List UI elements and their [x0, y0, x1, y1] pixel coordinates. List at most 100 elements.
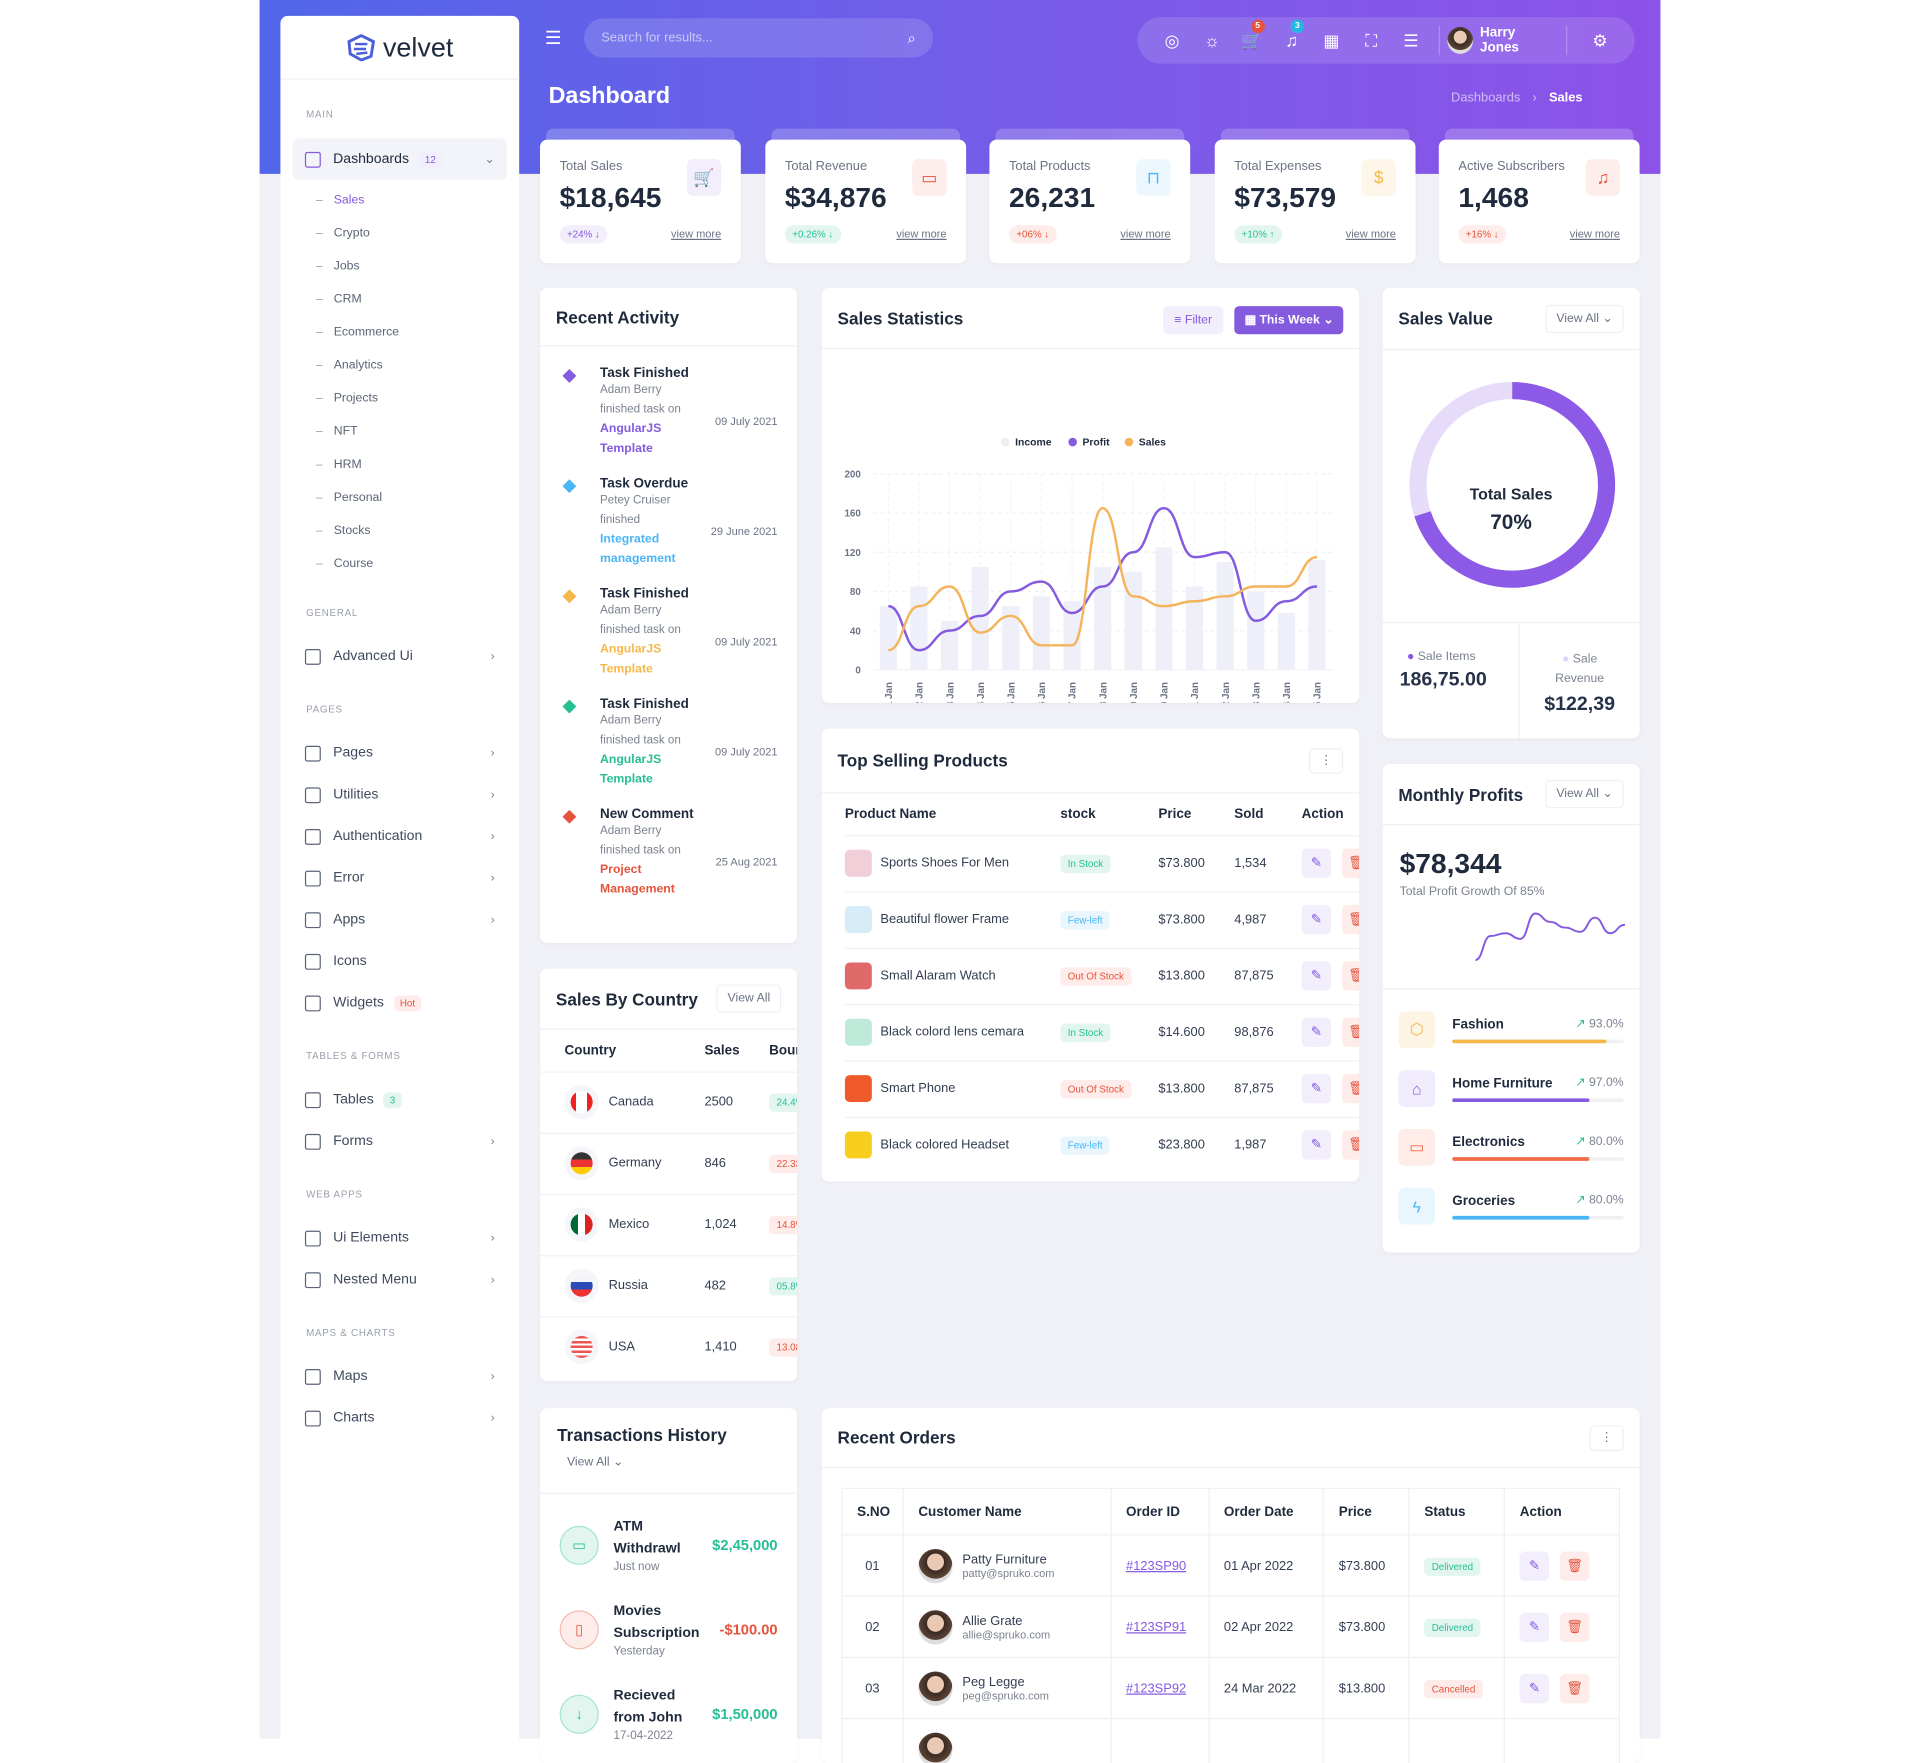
sidebar-item-error[interactable]: Error › — [293, 857, 507, 899]
sun-icon[interactable]: ☼ — [1204, 30, 1220, 51]
user-name[interactable]: Harry Jones — [1479, 25, 1519, 56]
card-title: Transactions History — [557, 1425, 727, 1445]
order-price: $13.800 — [1322, 1656, 1410, 1720]
sidebar-item-advanced-ui[interactable]: Advanced Ui › — [293, 636, 507, 678]
cart-icon[interactable]: 🛒 5 — [1232, 18, 1272, 51]
activity-link[interactable]: AngularJS Template — [600, 642, 662, 676]
arrow-down-icon: ↓ — [828, 228, 834, 241]
view-all-dropdown[interactable]: View All ⌄ — [557, 1449, 634, 1476]
more-options-icon[interactable]: ⋮ — [1308, 747, 1344, 774]
sidebar-subitem[interactable]: Sales — [280, 184, 519, 217]
sidebar-item-icons[interactable]: Icons — [293, 940, 507, 982]
delete-trash-icon[interactable]: 🗑 — [1341, 1017, 1360, 1047]
column-header: Sales — [704, 1042, 740, 1058]
sidebar-subitem[interactable]: Projects — [280, 382, 519, 415]
search-icon[interactable]: ⌕ — [907, 28, 916, 46]
sidebar-subitem[interactable]: Crypto — [280, 217, 519, 250]
activity-item: Task Overdue Petey Cruiser finished Inte… — [540, 476, 797, 569]
sidebar-item-dashboards[interactable]: Dashboards 12 ⌄ — [292, 138, 507, 181]
bell-icon[interactable]: ♫ 3 — [1272, 19, 1312, 50]
sidebar-subitem[interactable]: Personal — [280, 481, 519, 514]
edit-pencil-icon[interactable]: ✎ — [1301, 961, 1332, 991]
edit-pencil-icon[interactable]: ✎ — [1301, 904, 1332, 935]
sidebar-subitem[interactable]: Analytics — [280, 349, 519, 382]
sidebar-subitem[interactable]: Ecommerce — [280, 316, 519, 349]
order-id-link[interactable]: #123SP90 — [1126, 1558, 1187, 1573]
order-date: 24 Mar 2022 — [1208, 1656, 1325, 1720]
profit-sparkline — [1475, 912, 1626, 961]
view-more-link[interactable]: view more — [671, 227, 722, 241]
stat-value: 26,231 — [1008, 181, 1096, 214]
sidebar-subitem[interactable]: NFT — [280, 415, 519, 448]
sidebar-subitem[interactable]: CRM — [280, 283, 519, 316]
sidebar-item-ui-elements[interactable]: Ui Elements › — [293, 1217, 507, 1259]
edit-pencil-icon[interactable]: ✎ — [1301, 1017, 1332, 1047]
edit-pencil-icon[interactable]: ✎ — [1519, 1612, 1550, 1642]
sliders-icon[interactable]: ☰ — [1403, 30, 1419, 50]
more-options-icon[interactable]: ⋮ — [1589, 1424, 1624, 1451]
activity-link[interactable]: AngularJS Template — [600, 422, 662, 456]
activity-link[interactable]: AngularJS Template — [600, 753, 662, 787]
view-more-link[interactable]: view more — [896, 227, 947, 241]
view-more-link[interactable]: view more — [1345, 227, 1396, 241]
period-dropdown[interactable]: ▦ This Week ⌄ — [1234, 305, 1344, 334]
stat-value: 1,468 — [1458, 181, 1529, 214]
sidebar-item-tables[interactable]: Tables 3 — [293, 1079, 507, 1121]
sidebar-item-nested-menu[interactable]: Nested Menu › — [293, 1259, 507, 1301]
sidebar-item-charts[interactable]: Charts › — [293, 1397, 507, 1439]
sidebar-item-forms[interactable]: Forms › — [293, 1120, 507, 1162]
edit-pencil-icon[interactable]: ✎ — [1519, 1673, 1550, 1703]
activity-link[interactable]: Project Management — [600, 863, 675, 897]
customer-email: patty@spruko.com — [962, 1566, 1055, 1579]
delete-trash-icon[interactable]: 🗑 — [1341, 1073, 1360, 1104]
user-avatar[interactable] — [1446, 26, 1473, 54]
sidebar-item-utilities[interactable]: Utilities › — [293, 774, 507, 816]
view-all-dropdown[interactable]: View All ⌄ — [1545, 304, 1624, 333]
sidebar-subitem[interactable]: Course — [280, 547, 519, 580]
delete-trash-icon[interactable]: 🗑 — [1341, 961, 1360, 991]
order-id-link[interactable]: #123SP91 — [1126, 1619, 1187, 1635]
sales-by-country-table: CountrySalesBounceCanada 250024.4%German… — [540, 1030, 798, 1378]
income-bar — [1155, 547, 1173, 670]
order-id-link[interactable]: #123SP92 — [1126, 1680, 1187, 1696]
edit-pencil-icon[interactable]: ✎ — [1301, 848, 1332, 878]
delete-trash-icon[interactable]: 🗑 — [1560, 1550, 1590, 1581]
table-row: Black colored Headset Few-left $23.800 1,… — [844, 1116, 1360, 1174]
sidebar-item-label: Authentication — [333, 828, 423, 844]
sidebar-item-label: Apps — [333, 912, 366, 927]
delete-trash-icon[interactable]: 🗑 — [1560, 1612, 1590, 1642]
view-more-link[interactable]: view more — [1569, 227, 1621, 241]
sidebar-item-authentication[interactable]: Authentication › — [293, 816, 507, 858]
fullscreen-icon[interactable]: ⛶ — [1365, 30, 1378, 50]
sidebar-item-widgets[interactable]: Widgets Hot — [293, 982, 507, 1024]
delete-trash-icon[interactable]: 🗑 — [1560, 1673, 1590, 1703]
edit-pencil-icon[interactable]: ✎ — [1301, 1073, 1332, 1104]
chevron-right-icon: › — [490, 912, 495, 927]
view-all-dropdown[interactable]: View All ⌄ — [1545, 780, 1624, 809]
edit-pencil-icon[interactable]: ✎ — [1301, 1130, 1332, 1160]
view-all-button[interactable]: View All — [716, 984, 782, 1013]
sidebar-subitem[interactable]: Jobs — [280, 250, 519, 283]
sidebar-item-pages[interactable]: Pages › — [293, 732, 507, 774]
breadcrumb-dashboards[interactable]: Dashboards — [1451, 90, 1521, 106]
sidebar-item-maps[interactable]: Maps › — [293, 1356, 507, 1398]
settings-gear-icon[interactable]: ⚙ — [1592, 30, 1608, 50]
sidebar-item-apps[interactable]: Apps › — [293, 899, 507, 941]
delete-trash-icon[interactable]: 🗑 — [1341, 848, 1360, 878]
activity-link[interactable]: Integrated management — [600, 532, 676, 566]
delete-trash-icon[interactable]: 🗑 — [1341, 1130, 1360, 1160]
menu-toggle-icon[interactable]: ☰ — [544, 28, 562, 49]
delete-trash-icon[interactable]: 🗑 — [1341, 904, 1360, 935]
view-more-link[interactable]: view more — [1120, 227, 1171, 241]
income-bar — [879, 606, 897, 670]
sidebar-subitem[interactable]: HRM — [280, 448, 519, 481]
search-input[interactable]: Search for results... ⌕ — [584, 18, 934, 58]
stat-value: $18,645 — [559, 181, 662, 214]
logo[interactable]: velvet — [280, 16, 520, 80]
globe-icon[interactable]: ◎ — [1164, 30, 1180, 50]
chevron-right-icon: › — [490, 871, 495, 885]
apps-grid-icon[interactable]: ▦ — [1323, 30, 1340, 50]
filter-button[interactable]: ≡ Filter — [1163, 305, 1224, 334]
edit-pencil-icon[interactable]: ✎ — [1519, 1550, 1550, 1581]
sidebar-subitem[interactable]: Stocks — [280, 514, 519, 547]
